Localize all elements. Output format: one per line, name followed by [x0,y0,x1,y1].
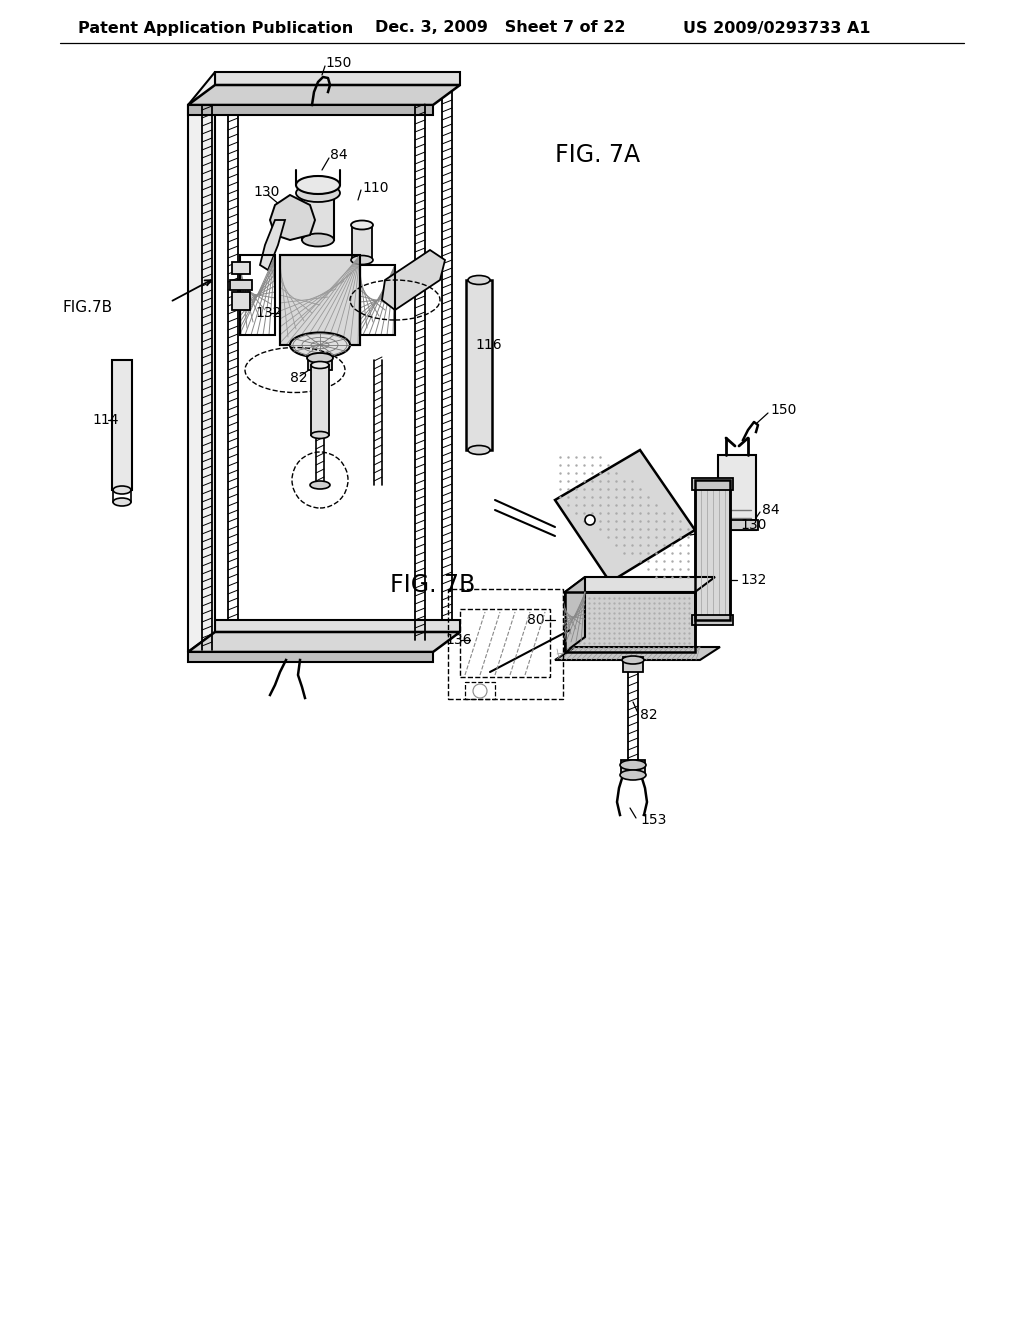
Polygon shape [565,577,585,652]
Bar [280,255,360,345]
Bar [280,255,360,345]
Text: 132: 132 [255,306,282,319]
Ellipse shape [311,362,329,368]
Bar [695,480,730,620]
Bar [692,478,733,490]
Text: US 2009/0293733 A1: US 2009/0293733 A1 [683,21,870,36]
Text: 82: 82 [640,708,657,722]
Text: 132: 132 [740,573,766,587]
Ellipse shape [620,770,646,780]
Ellipse shape [307,352,333,363]
Polygon shape [215,620,460,632]
Polygon shape [555,450,695,582]
Bar [565,591,695,652]
Polygon shape [555,647,720,660]
Polygon shape [188,73,215,652]
Bar [352,224,372,260]
Polygon shape [188,652,433,663]
Bar [466,280,492,450]
Polygon shape [382,249,445,310]
Text: FIG. 7A: FIG. 7A [555,143,640,168]
Text: Dec. 3, 2009   Sheet 7 of 22: Dec. 3, 2009 Sheet 7 of 22 [375,21,626,36]
Bar [695,480,730,620]
Bar [360,265,395,335]
Ellipse shape [311,432,329,438]
Text: 84: 84 [330,148,347,162]
Text: 116: 116 [475,338,502,352]
Bar [308,358,332,370]
Text: 150: 150 [325,55,351,70]
Ellipse shape [620,760,646,770]
Ellipse shape [113,486,131,494]
Text: 153: 153 [640,813,667,828]
Text: 114: 114 [92,413,119,426]
Ellipse shape [622,656,644,664]
Bar [232,261,250,275]
Bar [230,280,252,290]
Polygon shape [565,577,715,591]
Ellipse shape [351,220,373,230]
Bar [240,255,275,335]
Bar [240,255,275,335]
Bar [565,591,695,652]
Text: 150: 150 [770,403,797,417]
Text: FIG. 7B: FIG. 7B [390,573,475,597]
Bar [302,185,334,240]
Bar [563,591,585,642]
Ellipse shape [296,183,340,202]
Polygon shape [260,220,285,271]
Bar [280,255,360,345]
Bar [623,657,643,672]
Bar [449,589,563,700]
Polygon shape [270,195,315,240]
Ellipse shape [468,276,490,285]
Circle shape [585,515,595,525]
Bar [692,615,733,624]
Bar [621,760,645,775]
Polygon shape [188,84,460,106]
Text: 82: 82 [290,371,307,385]
Ellipse shape [310,480,330,488]
Text: 130: 130 [253,185,280,199]
Bar [460,609,550,677]
Text: 84: 84 [762,503,779,517]
Bar [232,292,250,310]
Text: 136: 136 [445,634,471,647]
Bar [311,366,329,436]
Polygon shape [188,632,460,652]
Ellipse shape [290,333,350,358]
Text: 110: 110 [362,181,388,195]
Ellipse shape [351,256,373,264]
Polygon shape [188,106,433,115]
Ellipse shape [302,234,334,247]
Text: 130: 130 [740,517,766,532]
Polygon shape [215,73,460,84]
Text: FIG.7B: FIG.7B [62,301,112,315]
Text: Patent Application Publication: Patent Application Publication [78,21,353,36]
Bar [716,520,758,531]
Ellipse shape [296,176,340,194]
Ellipse shape [468,446,490,454]
Bar [557,647,700,660]
Bar [112,360,132,490]
Bar [695,480,730,620]
Ellipse shape [113,498,131,506]
Bar [718,455,756,531]
Bar [360,265,395,335]
Text: 80: 80 [527,612,545,627]
